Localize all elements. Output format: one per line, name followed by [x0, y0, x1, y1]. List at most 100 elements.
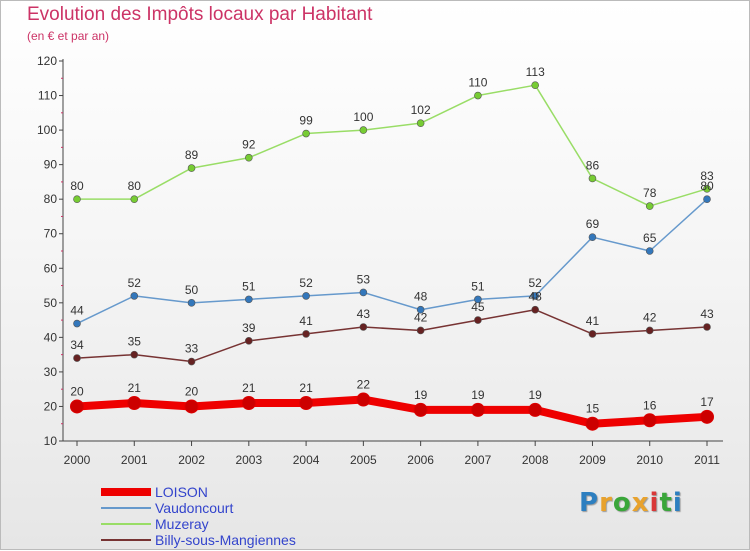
series-line: [76, 198, 708, 325]
data-label: 92: [242, 138, 256, 152]
data-point: [645, 202, 654, 210]
legend-item-billy: Billy-sous-Mangiennes: [101, 532, 296, 548]
x-tick-label: 2002: [178, 453, 205, 467]
data-label: 20: [185, 384, 199, 398]
data-point: [703, 185, 711, 193]
data-label: 53: [357, 272, 371, 286]
data-point: [302, 330, 310, 338]
series-layer: [70, 81, 714, 431]
data-label: 42: [643, 310, 657, 324]
data-label: 48: [529, 290, 543, 304]
data-point: [413, 402, 428, 417]
data-label: 41: [299, 314, 313, 328]
axes: 10 20 30 40 50 60 70 80 90 100 110 120 2000 2001 2002 2…: [37, 54, 723, 467]
x-tick-label: 2003: [235, 453, 262, 467]
legend-label-billy: Billy-sous-Mangiennes: [155, 532, 296, 548]
legend-item-loison: LOISON: [101, 484, 296, 500]
data-label: 78: [643, 186, 657, 200]
data-point: [302, 129, 310, 138]
data-label: 51: [242, 279, 256, 293]
data-point: [470, 402, 485, 417]
data-point: [359, 288, 368, 297]
data-point: [184, 399, 199, 414]
y-tick-label: 110: [38, 89, 57, 103]
data-point: [531, 292, 539, 300]
data-point: [359, 126, 368, 134]
data-point: [531, 305, 539, 314]
data-label: 100: [353, 110, 373, 124]
data-point: [645, 326, 654, 335]
data-point: [416, 119, 425, 127]
data-point: [245, 295, 253, 304]
data-label: 33: [185, 342, 199, 356]
data-label: 80: [128, 179, 142, 193]
data-label: 43: [357, 307, 371, 321]
data-label: 21: [128, 381, 142, 395]
logo-letter: i: [672, 488, 683, 518]
data-point: [703, 323, 711, 331]
data-label: 42: [414, 310, 428, 324]
data-point: [130, 195, 139, 203]
data-label: 21: [299, 381, 313, 395]
data-point: [588, 174, 597, 183]
data-label: 43: [700, 307, 714, 321]
data-label: 102: [411, 103, 431, 117]
data-point: [588, 330, 597, 338]
y-tick-label: 60: [44, 261, 58, 275]
y-tick-label: 70: [44, 227, 58, 241]
x-tick-label: 2000: [64, 453, 91, 467]
data-label: 15: [586, 402, 600, 416]
logo-letter: P: [579, 488, 600, 518]
data-label: 69: [586, 217, 600, 231]
legend-label-muzeray: Muzeray: [155, 516, 209, 532]
data-point: [642, 413, 657, 428]
data-label: 52: [128, 276, 142, 290]
y-tick-label: 20: [44, 399, 58, 413]
data-point: [645, 247, 654, 255]
series-line: [76, 308, 708, 363]
data-label: 89: [185, 148, 199, 162]
data-point: [187, 357, 196, 366]
data-label: 50: [185, 283, 199, 297]
logo-letter: o: [612, 488, 632, 518]
data-label: 44: [70, 304, 84, 318]
data-label: 80: [70, 179, 84, 193]
x-tick-label: 2009: [579, 453, 606, 467]
y-tick-label: 80: [44, 192, 58, 206]
data-label: 19: [414, 388, 428, 402]
data-point: [245, 153, 253, 162]
data-point: [302, 292, 310, 300]
x-tick-label: 2005: [350, 453, 377, 467]
x-tick-label: 2006: [407, 453, 434, 467]
data-point: [241, 396, 256, 410]
data-label: 80: [700, 179, 714, 193]
y-tick-label: 10: [44, 434, 58, 448]
data-label: 39: [242, 321, 256, 335]
data-point: [703, 195, 711, 203]
x-tick-label: 2001: [121, 453, 148, 467]
data-point: [585, 416, 600, 431]
data-point: [700, 409, 714, 424]
data-point: [416, 305, 425, 314]
data-label: 52: [529, 276, 543, 290]
data-point: [588, 233, 597, 241]
chart-title: Evolution des Impôts locaux par Habitant: [27, 4, 373, 25]
y-tick-label: 50: [44, 296, 58, 310]
data-point: [416, 326, 425, 335]
legend-label-loison: LOISON: [155, 484, 208, 500]
data-label: 19: [529, 388, 543, 402]
data-label: 86: [586, 158, 600, 172]
legend-item-muzeray: Muzeray: [101, 516, 296, 532]
data-label: 45: [471, 300, 485, 314]
data-label: 83: [700, 169, 714, 183]
series-line: [73, 395, 711, 428]
data-label: 22: [357, 378, 371, 392]
chart-subtitle: (en € et par an): [27, 29, 110, 43]
data-point: [474, 316, 482, 324]
x-tick-label: 2011: [694, 453, 720, 467]
x-tick-label: 2010: [636, 453, 663, 467]
data-label: 41: [586, 314, 600, 328]
data-point: [528, 402, 543, 417]
data-label: 65: [643, 231, 657, 245]
